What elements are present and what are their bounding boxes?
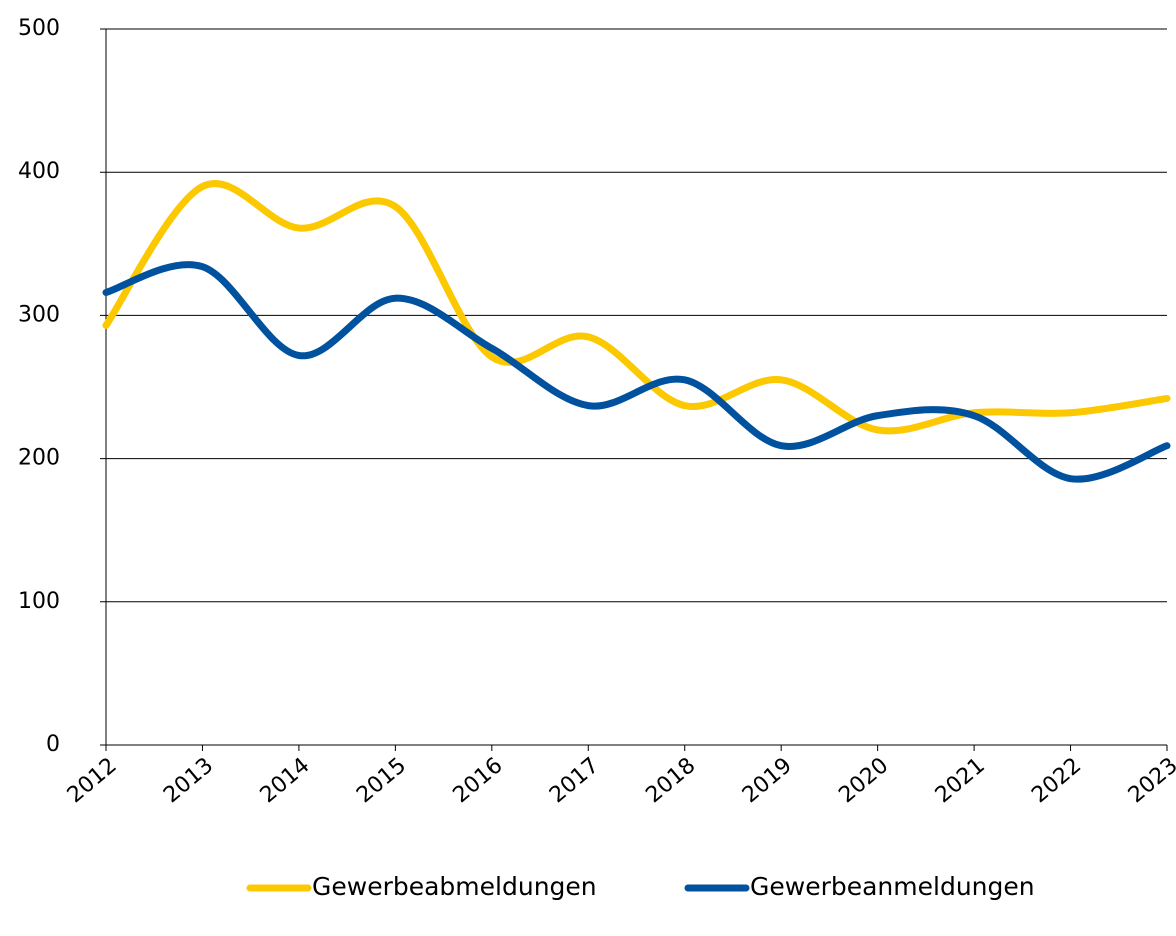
x-tick-label: 2017 — [545, 753, 604, 808]
line-series — [102, 261, 1171, 483]
x-tick-label: 2018 — [641, 753, 700, 808]
y-tick-label: 400 — [18, 159, 60, 184]
y-tick-label: 500 — [18, 16, 60, 41]
x-tick-label: 2012 — [63, 753, 122, 808]
x-tick-label: 2022 — [1027, 753, 1086, 808]
x-tick-label: 2013 — [159, 753, 218, 808]
y-tick-label: 200 — [18, 446, 60, 471]
x-tick-label: 2015 — [352, 753, 411, 808]
x-tick-label: 2019 — [738, 753, 797, 808]
y-tick-label: 0 — [46, 732, 60, 757]
y-tick-label: 300 — [18, 302, 60, 327]
legend-label: Gewerbeanmeldungen — [750, 872, 1035, 901]
x-tick-label: 2016 — [449, 753, 508, 808]
x-tick-label: 2020 — [834, 753, 893, 808]
x-tick-label: 2021 — [931, 753, 990, 808]
x-tick-label: 2014 — [256, 753, 315, 808]
x-tick-label: 2023 — [1124, 753, 1176, 808]
y-tick-label: 100 — [18, 589, 60, 614]
legend-label: Gewerbeabmeldungen — [312, 872, 597, 901]
